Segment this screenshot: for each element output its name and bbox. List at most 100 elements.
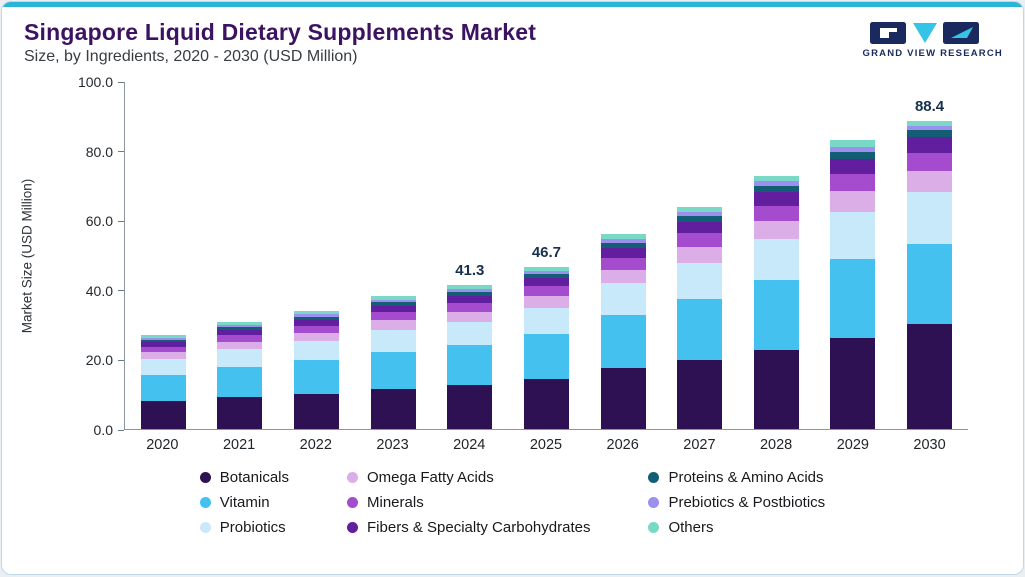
legend-item: Omega Fatty Acids xyxy=(347,469,590,486)
bar-segment xyxy=(294,310,340,315)
legend-item: Others xyxy=(648,519,825,536)
x-tick-label: 2023 xyxy=(376,437,409,453)
bar-segment xyxy=(370,329,416,352)
legend-dot xyxy=(347,522,359,533)
bar-segment xyxy=(523,296,569,308)
y-tick-mark xyxy=(118,151,124,153)
x-tick-label: 2030 xyxy=(913,437,946,453)
legend-label: Vitamin xyxy=(219,494,270,511)
y-tick: 0.0 xyxy=(94,422,124,438)
bar-segment xyxy=(217,349,263,368)
bar-segment xyxy=(830,191,876,212)
bar-segment xyxy=(753,192,799,206)
legend-label: Botanicals xyxy=(219,469,290,486)
bar-segment xyxy=(370,305,416,313)
legend-label: Fibers & Specialty Carbohydrates xyxy=(367,519,591,536)
bar-segment xyxy=(370,320,416,330)
bar-segment xyxy=(523,266,569,271)
bar-segment xyxy=(600,242,646,248)
bar-segment xyxy=(753,205,799,221)
bar-segment xyxy=(753,238,799,281)
gvr-logo: GRAND VIEW RESEARCH xyxy=(862,18,1003,59)
legend-item: Probiotics xyxy=(199,519,289,536)
bar-segment xyxy=(140,337,186,340)
bar-2027 xyxy=(677,82,723,429)
bar-segment xyxy=(600,368,646,429)
gvr-logo-text: GRAND VIEW RESEARCH xyxy=(862,48,1003,59)
bar-segment xyxy=(217,325,263,328)
legend-label: Minerals xyxy=(367,494,424,511)
bar-segment xyxy=(217,341,263,350)
bar-segment xyxy=(140,335,186,338)
bar-2030: 88.4 xyxy=(907,82,953,429)
legend-dot xyxy=(648,472,660,483)
bar-segment xyxy=(294,316,340,320)
legend: Botanicals Vitamin Probiotics Omega Fatty A… xyxy=(2,469,1023,536)
x-tick-label: 2022 xyxy=(299,437,332,453)
bar-segment xyxy=(523,270,569,274)
legend-item: Prebiotics & Postbiotics xyxy=(648,494,825,511)
bar-segment xyxy=(830,159,876,174)
x-tick-label: 2025 xyxy=(529,437,563,453)
y-tick: 60.0 xyxy=(86,213,124,229)
bar-segment xyxy=(447,321,493,346)
bar-segment xyxy=(294,340,340,361)
y-tick-label: 80.0 xyxy=(85,143,113,160)
bar-segment xyxy=(140,359,186,375)
bar-segment xyxy=(907,170,953,192)
y-tick-label: 20.0 xyxy=(85,352,113,369)
bar-segment xyxy=(370,299,416,303)
bar-segment xyxy=(140,401,186,429)
y-tick-mark xyxy=(118,220,124,222)
bar-2025: 46.7 xyxy=(523,82,569,429)
bar-segment xyxy=(447,385,493,429)
legend-item: Proteins & Amino Acids xyxy=(648,469,825,486)
bar-segment xyxy=(830,259,876,339)
x-tick-label: 2021 xyxy=(222,437,256,453)
legend-item: Botanicals xyxy=(199,469,290,486)
bar-segment xyxy=(907,152,953,171)
bar-segment xyxy=(677,299,723,360)
bar-segment xyxy=(294,360,340,394)
legend-dot xyxy=(648,497,660,508)
bar-segment xyxy=(753,175,799,182)
legend-dot xyxy=(199,472,211,483)
bar-segment xyxy=(294,393,340,429)
bar-segment xyxy=(523,278,569,287)
bar-segment xyxy=(523,307,569,335)
page-subtitle: Size, by Ingredients, 2020 - 2030 (USD M… xyxy=(24,48,358,65)
bar-segment xyxy=(600,239,646,243)
bars-container: 41.3 46.7 88.4 xyxy=(125,82,968,429)
legend-dot xyxy=(347,497,359,508)
bar-segment xyxy=(753,186,799,193)
bar-segment xyxy=(830,211,876,260)
bar-segment xyxy=(907,125,953,131)
y-tick: 80.0 xyxy=(86,144,124,160)
bar-segment xyxy=(907,121,953,126)
bar-segment xyxy=(677,262,723,300)
bar-segment xyxy=(447,311,493,322)
bar-segment xyxy=(294,319,340,326)
bar-segment xyxy=(140,374,186,402)
x-axis: 2020 2021 2022 2023 2024 2025 2026 2027 2028 2029… xyxy=(124,437,968,453)
bar-2021 xyxy=(217,82,263,429)
bar-segment xyxy=(523,286,569,297)
bar-segment xyxy=(600,269,646,284)
bar-segment xyxy=(907,130,953,138)
bar-segment xyxy=(217,329,263,336)
bar-segment xyxy=(217,327,263,330)
bar-segment xyxy=(447,345,493,386)
bar-segment xyxy=(294,332,340,341)
bar-segment xyxy=(447,303,493,312)
bar-segment xyxy=(677,221,723,234)
bar-segment xyxy=(677,212,723,217)
bar-segment xyxy=(677,207,723,213)
y-tick-label: 100.0 xyxy=(77,74,113,90)
bar-segment xyxy=(370,302,416,306)
legend-dot xyxy=(648,522,660,533)
bar-segment xyxy=(600,315,646,369)
x-tick-label: 2026 xyxy=(606,437,639,453)
legend-dot xyxy=(347,472,359,483)
legend-item: Minerals xyxy=(347,494,590,511)
